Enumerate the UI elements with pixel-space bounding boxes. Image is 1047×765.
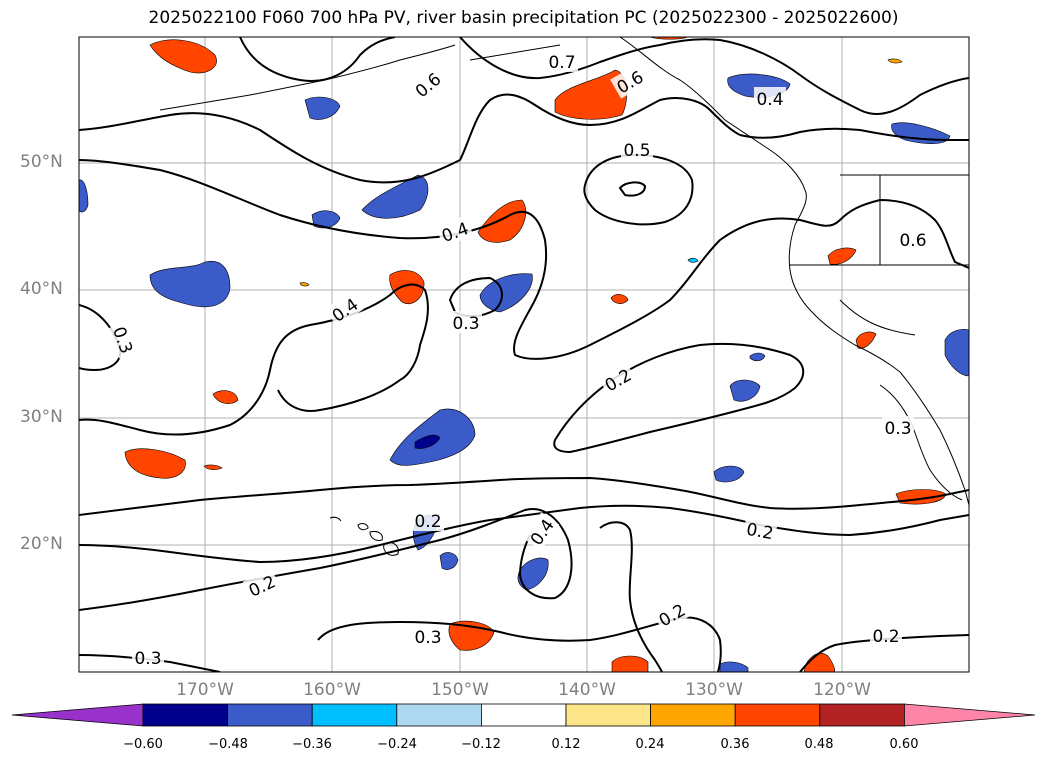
lat-label-50n: 50°N [20,152,63,172]
contour-labels: 0.70.60.6 0.40.50.4 0.60.4 0.30.30.20.30.2 0… [108,50,929,669]
contour-label: 0.5 [623,141,650,161]
contour-label-bg [754,87,786,109]
contour-label-bg [610,63,649,99]
colorbar-extend-min [11,703,144,727]
contour-label: 0.6 [412,69,446,102]
colorbar-segment [480,703,567,727]
colorbar-tick-label: 0.12 [551,737,581,752]
colorbar-tick-label: 0.60 [889,737,919,752]
contour-label-bg [242,568,281,602]
contour-label: 0.3 [884,419,911,439]
lat-label-40n: 40°N [20,279,63,299]
contour-label: 0.3 [452,314,479,334]
contour-label-bg [325,290,364,328]
lon-label-160w: 160°W [303,680,361,700]
lat-label-20n: 20°N [20,534,63,554]
lon-label-120w: 120°W [813,680,871,700]
contour-label: 0.3 [414,628,441,648]
contour-label-bg [412,625,444,647]
contour-label: 0.2 [414,512,441,532]
colorbar-tick-label: −0.24 [377,737,417,752]
contour-label-bg [412,509,444,531]
contour-label-bg [621,138,653,160]
colorbar-segment [311,703,398,727]
contour-label-bg [546,50,578,72]
contour-label: 0.3 [134,649,161,669]
lon-label-130w: 130°W [685,680,743,700]
contour-label: 0.2 [872,627,899,647]
map-frame [78,36,970,673]
contour-label: 0.4 [329,295,363,327]
colorbar [11,703,1036,727]
colorbar-tick-label: 0.24 [635,737,665,752]
colorbar-segment [396,703,482,727]
colorbar-segment [819,703,905,727]
colorbar-extend-max [904,703,1036,727]
colorbar-segment [227,703,313,727]
contour-label-bg [522,512,560,551]
contour-label: 0.4 [756,90,783,110]
colorbar-segment [565,703,651,727]
colorbar-tick-label: −0.12 [461,737,501,752]
contour-label-bg [450,311,482,333]
contour-label-bg [132,646,164,668]
lon-label-170w: 170°W [176,680,234,700]
lon-label-140w: 140°W [558,680,616,700]
contour-label-bg [652,596,691,632]
contour-label: 0.6 [899,231,926,251]
lon-label-150w: 150°W [431,680,489,700]
contour-label-bg [435,215,474,247]
contour-label-bg [882,416,914,438]
pv-contours [79,37,969,672]
contour-label: 0.4 [527,516,559,550]
contour-label: 0.2 [745,520,775,544]
colorbar-tick-label: 0.48 [804,737,834,752]
precip-negative-patches [79,73,969,672]
contour-label-bg [598,361,637,397]
contour-label-bg [870,624,902,646]
coastlines [159,37,969,506]
colorbar-tick-label: −0.60 [123,737,163,752]
contour-label-bg [408,65,447,103]
colorbar-segment [734,703,821,727]
colorbar-tick-label: −0.48 [208,737,248,752]
colorbar-tick-label: 0.36 [720,737,750,752]
map-title: 2025022100 F060 700 hPa PV, river basin … [148,8,899,28]
lat-label-30n: 30°N [20,407,63,427]
colorbar-tick-label: −0.36 [292,737,332,752]
contour-label: 0.7 [548,53,575,73]
colorbar-segment [142,703,228,727]
contour-label-bg [108,320,140,359]
colorbar-segment [650,703,736,727]
contour-label-bg [897,228,929,250]
contour-label-bg [742,516,778,544]
